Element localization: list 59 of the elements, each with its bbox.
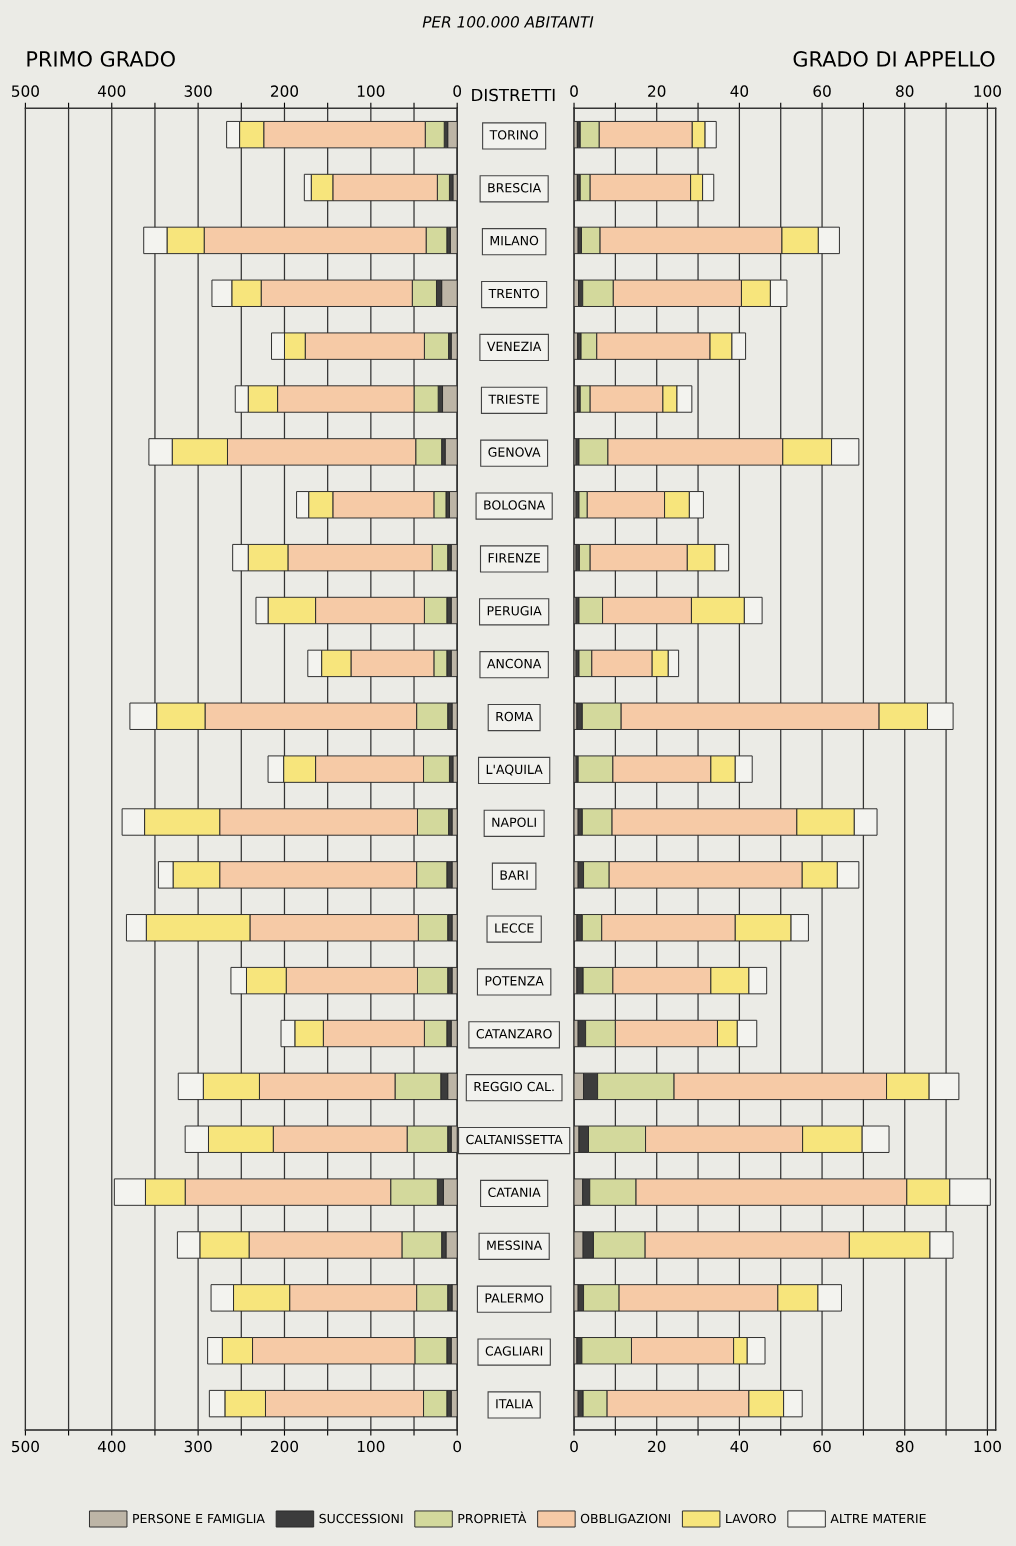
y-tick-label: TRIESTE <box>488 394 540 404</box>
y-tick-label: NAPOLI <box>492 817 536 827</box>
x2-tick-label: 80 <box>896 85 914 97</box>
x-tick-label: 400 <box>97 1440 126 1453</box>
x2-tick-label: 300 <box>184 85 212 97</box>
x2-tick-label: 400 <box>97 85 126 97</box>
y-tick-label: ANCONA <box>487 658 542 669</box>
y-tick-label: REGGIO CAL. <box>474 1081 554 1092</box>
legend-label: SUCCESSIONI <box>319 1513 403 1524</box>
legend-label: ALTRE MATERIE <box>830 1513 926 1524</box>
x-tick-label: 60 <box>813 1440 831 1453</box>
y-tick-label: CATANIA <box>488 1187 541 1198</box>
x2-tick-label: 100 <box>357 85 385 97</box>
y-tick-label: MESSINA <box>487 1240 543 1250</box>
y-tick-label: FIRENZE <box>488 553 540 563</box>
x2-tick-label: 40 <box>730 85 749 97</box>
y-tick-label: L'AQUILA <box>486 764 543 776</box>
x2-tick-label: 200 <box>271 85 299 97</box>
y-tick-label: PALERMO <box>485 1293 544 1303</box>
x2-tick-label: 0 <box>453 85 462 97</box>
x-tick-label: 500 <box>12 1440 39 1453</box>
legend-label: LAVORO <box>726 1513 776 1524</box>
x-tick-label: 100 <box>974 1440 1001 1453</box>
text: PER 100.000 ABITANTI <box>422 16 594 28</box>
y-tick-label: CATANZARO <box>476 1028 552 1039</box>
x-tick-label: 200 <box>271 1440 299 1453</box>
y-tick-label: TORINO <box>489 130 538 140</box>
y-tick-label: MILANO <box>490 235 539 246</box>
y-tick-label: ITALIA <box>496 1399 534 1409</box>
y-tick-label: LECCE <box>495 923 534 933</box>
legend-label: PROPRIETÀ <box>458 1511 527 1524</box>
x-tick-label: 0 <box>453 1440 462 1453</box>
x2-tick-label: 100 <box>974 85 1001 97</box>
chart-title: GRADO DI APPELLO <box>793 51 995 67</box>
x2-tick-label: 500 <box>12 85 39 97</box>
y-tick-label: CALTANISSETTA <box>466 1134 563 1145</box>
x2-tick-label: 20 <box>648 85 666 97</box>
y-tick-label: TRENTO <box>488 288 539 299</box>
x-tick-label: 80 <box>896 1440 914 1453</box>
y-tick-label: BRESCIA <box>488 183 542 193</box>
x-tick-label: 100 <box>357 1440 385 1453</box>
x2-tick-label: 0 <box>570 85 578 97</box>
y-tick-label: GENOVA <box>488 447 541 457</box>
x-tick-label: 0 <box>570 1440 578 1453</box>
legend-label: OBBLIGAZIONI <box>580 1513 670 1524</box>
y-axis-title: DISTRETTI <box>472 88 555 102</box>
x-tick-label: 20 <box>648 1440 666 1453</box>
y-tick-label: VENEZIA <box>486 341 542 351</box>
chart-title: PRIMO GRADO <box>27 51 175 67</box>
y-tick-label: POTENZA <box>485 976 544 986</box>
y-tick-label: ROMA <box>496 711 533 722</box>
x2-tick-label: 60 <box>813 85 831 97</box>
x-tick-label: 40 <box>730 1440 749 1453</box>
y-tick-label: BARI <box>500 870 528 880</box>
x-tick-label: 300 <box>184 1440 212 1453</box>
y-tick-label: BOLOGNA <box>484 500 546 510</box>
legend-label: PERSONE E FAMIGLIA <box>133 1513 265 1524</box>
y-tick-label: CAGLIARI <box>485 1346 543 1356</box>
y-tick-label: PERUGIA <box>487 605 542 616</box>
